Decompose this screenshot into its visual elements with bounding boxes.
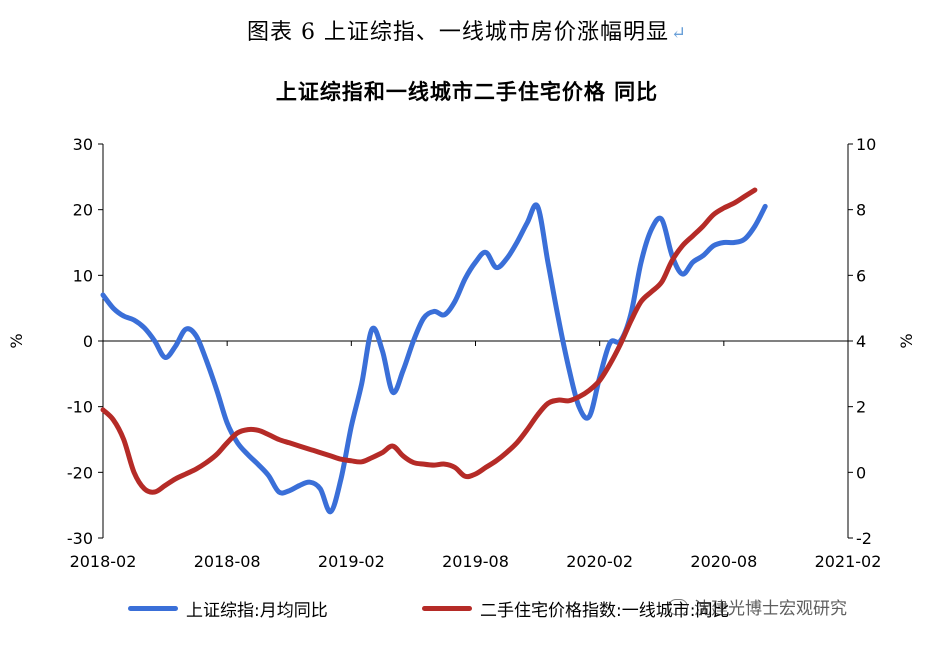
figure-caption: 图表 6 上证综指、一线城市房价涨幅明显 ↵ xyxy=(0,14,934,46)
left-tick-label: -20 xyxy=(67,463,93,482)
x-tick-label: 2018-02 xyxy=(70,552,137,571)
x-tick-label: 2018-08 xyxy=(194,552,261,571)
legend-item-housing-price: 二手住宅价格指数:一线城市:同比 xyxy=(422,596,729,621)
watermark-text: 沈建光博士宏观研究 xyxy=(694,599,847,619)
right-tick-label: -2 xyxy=(856,529,872,548)
figure-caption-text: 图表 6 上证综指、一线城市房价涨幅明显 xyxy=(246,20,669,45)
legend-item-shanghai-index: 上证综指:月均同比 xyxy=(128,596,328,621)
legend-swatch-blue xyxy=(128,606,178,611)
right-tick-label: 0 xyxy=(856,463,866,482)
wechat-icon xyxy=(668,598,688,615)
x-tick-label: 2021-02 xyxy=(815,552,882,571)
x-tick-label: 2019-02 xyxy=(318,552,385,571)
left-tick-label: 20 xyxy=(73,201,93,220)
right-tick-label: 4 xyxy=(856,332,866,351)
watermark: 沈建光博士宏观研究 xyxy=(668,594,847,619)
right-tick-label: 2 xyxy=(856,398,866,417)
return-mark-icon: ↵ xyxy=(670,23,688,44)
legend-label-shanghai-index: 上证综指:月均同比 xyxy=(186,601,328,621)
chart-title: 上证综指和一线城市二手住宅价格 同比 xyxy=(275,80,659,104)
right-tick-label: 6 xyxy=(856,266,866,285)
right-tick-label: 10 xyxy=(856,135,876,154)
right-axis-label: % xyxy=(897,333,916,348)
legend-swatch-red xyxy=(422,606,472,611)
x-tick-label: 2020-08 xyxy=(690,552,757,571)
right-tick-label: 8 xyxy=(856,201,866,220)
series-line-housing-price xyxy=(100,187,758,495)
left-tick-label: -30 xyxy=(67,529,93,548)
series-line-shanghai-index xyxy=(100,202,768,515)
left-tick-label: -10 xyxy=(67,398,93,417)
left-tick-label: 10 xyxy=(73,266,93,285)
left-axis-label: % xyxy=(7,333,26,348)
x-tick-label: 2020-02 xyxy=(566,552,633,571)
legend-label-housing-price: 二手住宅价格指数:一线城市:同比 xyxy=(480,601,730,621)
x-tick-label: 2019-08 xyxy=(442,552,509,571)
left-tick-label: 0 xyxy=(83,332,93,351)
left-tick-label: 30 xyxy=(73,135,93,154)
